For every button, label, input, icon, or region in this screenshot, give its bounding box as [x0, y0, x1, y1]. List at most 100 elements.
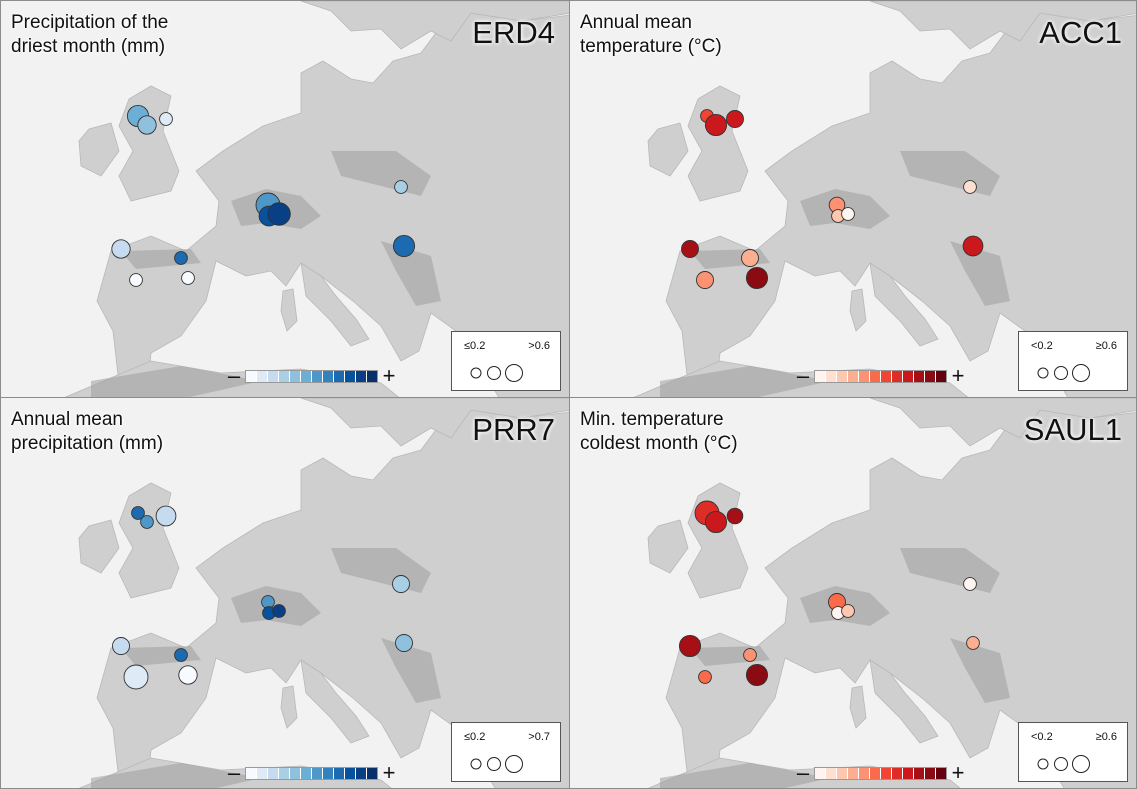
panel-gene-label: ACC1 [1039, 15, 1122, 50]
site-marker [392, 575, 410, 593]
colorbar-swatch [334, 767, 345, 779]
colorbar-swatch [268, 767, 279, 779]
site-marker [140, 515, 154, 529]
size-scale-legend: ≤0.2 >0.7 [451, 722, 561, 782]
colorbar-plus: + [382, 760, 396, 785]
colorbar-swatch [848, 767, 859, 779]
size-legend-circle [1037, 367, 1049, 379]
size-legend-low: <0.2 [1031, 731, 1053, 743]
colorbar-swatch [279, 767, 290, 779]
colorbar-plus: + [382, 363, 396, 388]
colorbar-swatches [814, 766, 947, 780]
size-legend-high: >0.7 [528, 731, 550, 743]
colorbar-swatch [826, 370, 837, 382]
site-marker [267, 202, 291, 226]
site-marker [841, 207, 855, 221]
colorbar-minus: – [227, 760, 241, 785]
colorbar-swatch [837, 767, 848, 779]
colorbar-swatch [826, 767, 837, 779]
colorbar-swatch [914, 767, 925, 779]
site-marker [155, 505, 177, 527]
size-legend-circles [1037, 755, 1090, 773]
size-legend-circles [470, 364, 523, 382]
colorbar-swatch [925, 370, 936, 382]
map-panel-acc1: Annual mean temperature (°C) ACC1 – + <0… [569, 0, 1137, 398]
europe-basemap [78, 398, 569, 788]
land-mass [687, 85, 749, 202]
colorbar-swatch [925, 767, 936, 779]
colorbar-swatch [367, 370, 377, 382]
color-scale-legend: – + [796, 363, 965, 388]
land-mass [647, 122, 689, 177]
colorbar-swatch [367, 767, 377, 779]
panel-gene-label: SAUL1 [1023, 412, 1122, 447]
colorbar-swatches [814, 369, 947, 383]
colorbar-swatch [301, 370, 312, 382]
europe-basemap [647, 398, 1136, 788]
site-marker [696, 271, 714, 289]
land-mass [300, 398, 569, 447]
site-marker [963, 577, 977, 591]
land-mass [280, 685, 298, 729]
site-marker [704, 113, 728, 137]
land-mass [96, 409, 569, 788]
colorbar-swatch [870, 370, 881, 382]
site-marker [726, 507, 744, 525]
mountain-relief [381, 241, 441, 306]
panel-gene-label: ERD4 [472, 15, 555, 50]
colorbar-swatch [279, 370, 290, 382]
colorbar-minus: – [796, 760, 810, 785]
mountain-relief [660, 763, 830, 788]
map-panel-prr7: Annual mean precipitation (mm) PRR7 – + … [0, 397, 570, 789]
colorbar-swatches [245, 766, 378, 780]
land-mass [78, 519, 120, 574]
colorbar-swatch [268, 370, 279, 382]
size-legend-circle [487, 757, 501, 771]
size-legend-circle [470, 758, 482, 770]
site-marker [698, 670, 712, 684]
colorbar-swatch [859, 370, 870, 382]
site-marker [181, 271, 195, 285]
colorbar-swatch [356, 767, 367, 779]
colorbar-minus: – [227, 363, 241, 388]
site-marker [966, 636, 980, 650]
land-mass [280, 288, 298, 332]
land-mass [869, 659, 939, 744]
color-scale-legend: – + [227, 363, 396, 388]
size-legend-circle [1037, 758, 1049, 770]
colorbar-swatch [903, 767, 914, 779]
colorbar-swatch [892, 767, 903, 779]
site-marker [841, 604, 855, 618]
size-legend-circle [1054, 757, 1068, 771]
site-marker [681, 240, 699, 258]
colorbar-swatch [246, 767, 257, 779]
size-legend-high: >0.6 [528, 340, 550, 352]
mountain-relief [660, 366, 830, 397]
site-marker [272, 604, 286, 618]
land-mass [300, 1, 569, 50]
colorbar-swatch [257, 767, 268, 779]
land-mass [300, 659, 370, 744]
site-marker [123, 664, 149, 690]
size-scale-legend: ≤0.2 >0.6 [451, 331, 561, 391]
land-mass [687, 482, 749, 599]
site-marker [962, 235, 984, 257]
size-legend-high: ≥0.6 [1095, 731, 1117, 743]
site-marker [129, 273, 143, 287]
panel-variable-title: Annual mean precipitation (mm) [11, 409, 164, 454]
size-scale-legend: <0.2 ≥0.6 [1018, 722, 1128, 782]
size-legend-circle [1054, 366, 1068, 380]
site-marker [159, 112, 173, 126]
europe-basemap [633, 1, 1136, 397]
land-mass [118, 85, 180, 202]
land-mass [96, 12, 569, 397]
site-marker [131, 506, 145, 520]
colorbar-swatch [870, 767, 881, 779]
land-mass [869, 262, 939, 347]
size-legend-circle [505, 755, 523, 773]
colorbar-swatch [323, 370, 334, 382]
colorbar-swatch [859, 767, 870, 779]
colorbar-plus: + [951, 363, 965, 388]
site-marker [678, 634, 702, 658]
site-marker [137, 115, 157, 135]
